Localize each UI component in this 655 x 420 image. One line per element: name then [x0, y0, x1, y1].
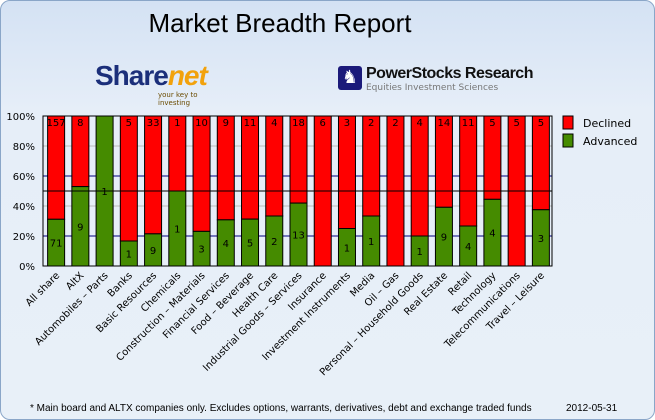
declined-bar: [216, 115, 235, 221]
declined-label: 5: [126, 118, 132, 129]
advanced-label: 5: [247, 239, 253, 250]
declined-label: 18: [292, 118, 305, 129]
advanced-label: 4: [223, 239, 229, 250]
declined-label: 4: [417, 118, 423, 129]
declined-bar: [434, 115, 453, 208]
advanced-label: 71: [50, 239, 63, 250]
footnote: * Main board and ALTX companies only. Ex…: [30, 403, 532, 414]
advanced-label: 2: [271, 237, 277, 248]
advanced-label: 9: [77, 222, 83, 233]
y-tick-label: 60%: [13, 172, 35, 183]
advanced-label: 13: [292, 231, 305, 242]
declined-label: 5: [513, 118, 519, 129]
declined-label: 14: [438, 118, 451, 129]
y-tick-label: 80%: [13, 142, 35, 153]
legend-declined: Declined: [583, 117, 631, 130]
sharenet-logo: Sharenet your key to investing: [95, 60, 208, 107]
declined-bar: [47, 115, 66, 220]
declined-bar: [192, 115, 211, 232]
advanced-label: 1: [101, 187, 107, 198]
declined-bar: [144, 115, 163, 235]
advanced-label: 1: [344, 243, 350, 254]
y-tick-label: 20%: [13, 232, 35, 243]
advanced-label: 1: [174, 225, 180, 236]
advanced-label: 4: [489, 229, 495, 240]
declined-bar: [531, 115, 550, 211]
declined-label: 3: [344, 118, 350, 129]
y-tick-label: 100%: [6, 112, 35, 123]
y-tick-label: 40%: [13, 202, 35, 213]
declined-label: 157: [47, 118, 66, 129]
legend-swatch-declined: [562, 115, 574, 130]
advanced-label: 9: [441, 233, 447, 244]
page-title: Market Breadth Report: [148, 8, 412, 38]
declined-label: 11: [244, 118, 257, 129]
declined-bar: [362, 115, 381, 217]
declined-label: 11: [462, 118, 475, 129]
plot-border: [42, 115, 553, 267]
declined-label: 2: [392, 118, 398, 129]
declined-bar: [459, 115, 478, 227]
declined-label: 33: [147, 118, 160, 129]
declined-bar: [410, 115, 429, 237]
declined-bar: [119, 115, 138, 242]
declined-bar: [289, 115, 308, 204]
declined-label: 8: [77, 118, 83, 129]
advanced-label: 9: [150, 246, 156, 257]
legend-swatch-advanced: [562, 133, 574, 148]
advanced-label: 3: [198, 245, 204, 256]
powerstocks-logo: ♞ PowerStocks Research Equities Investme…: [338, 65, 533, 94]
advanced-label: 1: [368, 237, 374, 248]
declined-bar: [265, 115, 284, 217]
knight-icon: ♞: [338, 66, 362, 90]
report-date: 2012-05-31: [566, 403, 618, 414]
declined-label: 1: [174, 118, 180, 129]
declined-label: 5: [489, 118, 495, 129]
declined-bar: [241, 115, 260, 220]
declined-label: 9: [223, 118, 229, 129]
advanced-label: 3: [538, 234, 544, 245]
advanced-label: 1: [126, 250, 132, 261]
advanced-label: 1: [417, 247, 423, 258]
declined-label: 2: [368, 118, 374, 129]
declined-label: 4: [271, 118, 277, 129]
legend-advanced: Advanced: [583, 135, 637, 148]
advanced-label: 4: [465, 242, 471, 253]
y-tick-label: 0%: [19, 262, 35, 273]
declined-label: 6: [320, 118, 326, 129]
declined-bar: [337, 115, 356, 229]
declined-label: 10: [195, 118, 208, 129]
declined-label: 5: [538, 118, 544, 129]
x-tick-label: All share: [24, 270, 62, 308]
